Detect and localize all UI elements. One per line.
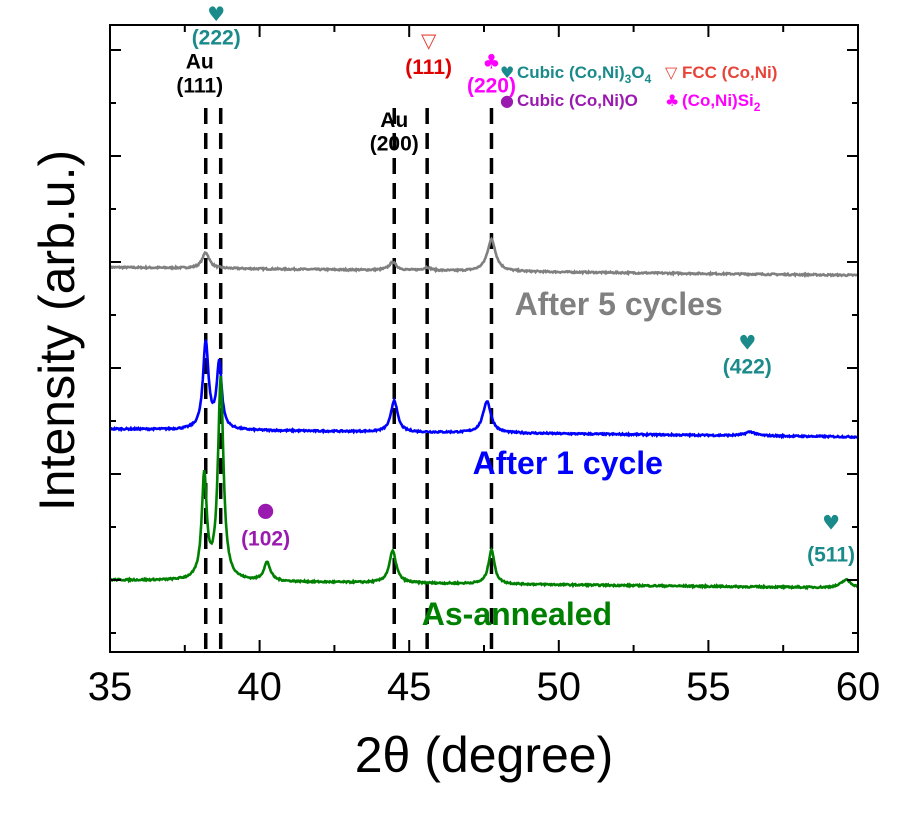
x-tick-label: 55 — [686, 665, 731, 709]
legend-label: FCC (Co,Ni) — [682, 63, 777, 82]
peak-label: (422) — [723, 355, 772, 378]
peak-label: (222) — [192, 27, 241, 50]
legend-label: Cubic (Co,Ni)3O4 — [517, 63, 652, 86]
series-line-after-1-cycle — [108, 339, 859, 440]
peak-label: (102) — [241, 528, 290, 551]
peak-label: (220) — [467, 74, 516, 97]
y-axis-title: Intensity (arb.u.) — [29, 150, 85, 511]
legend-label: Cubic (Co,Ni)O — [517, 91, 638, 110]
legend-symbol-icon: ▽ — [665, 63, 678, 82]
series-label: After 1 cycle — [473, 445, 663, 481]
legend-item: ♥ Cubic (Co,Ni)3O4 — [500, 63, 652, 86]
peak-marker-icon: ▽ — [421, 28, 437, 52]
legend-item: ▽ FCC (Co,Ni) — [665, 63, 777, 82]
x-axis-title: 2θ (degree) — [355, 727, 614, 783]
peak-label: Au — [380, 109, 408, 132]
series-label: After 5 cycles — [515, 286, 723, 322]
peak-annotations: Au(111)♥(222)Au(200)▽(111) ♣(220)♥(422)●(… — [176, 2, 855, 632]
peak-label: (111) — [405, 56, 452, 79]
peak-marker-icon: ♣ — [483, 50, 501, 74]
series-line-as-annealed — [108, 375, 859, 591]
peak-label: (511) — [807, 543, 855, 566]
legend-item: ♣ (Co,Ni)Si2 — [665, 91, 761, 114]
x-tick-label: 40 — [237, 665, 282, 709]
series-label: As-annealed — [422, 596, 612, 632]
peak-marker-icon: ● — [257, 497, 274, 521]
axes: 35 40 45 50 55 60 — [88, 25, 881, 709]
x-tick-label: 45 — [387, 665, 432, 709]
peak-marker-icon: ♥ — [822, 511, 840, 535]
x-tick-label: 35 — [88, 665, 133, 709]
peak-label: (111) — [176, 74, 223, 97]
legend-label: (Co,Ni)Si2 — [682, 91, 761, 114]
plot-area — [108, 108, 859, 650]
legend-symbol-icon: ♣ — [665, 91, 679, 110]
x-tick-label: 50 — [537, 665, 582, 709]
peak-label: (200) — [370, 133, 419, 156]
legend-item: ● Cubic (Co,Ni)O — [500, 91, 638, 110]
peak-label: Au — [186, 51, 214, 74]
legend: ♥ Cubic (Co,Ni)3O4 ▽ FCC (Co,Ni) ● Cubic (Co,… — [500, 63, 777, 114]
peak-marker-icon: ♥ — [738, 330, 756, 354]
legend-symbol-icon: ♥ — [500, 63, 514, 82]
x-tick-label: 60 — [836, 665, 881, 709]
legend-symbol-icon: ● — [500, 91, 514, 110]
peak-marker-icon: ♥ — [207, 2, 225, 26]
series-line-after-5-cycles — [108, 236, 859, 279]
